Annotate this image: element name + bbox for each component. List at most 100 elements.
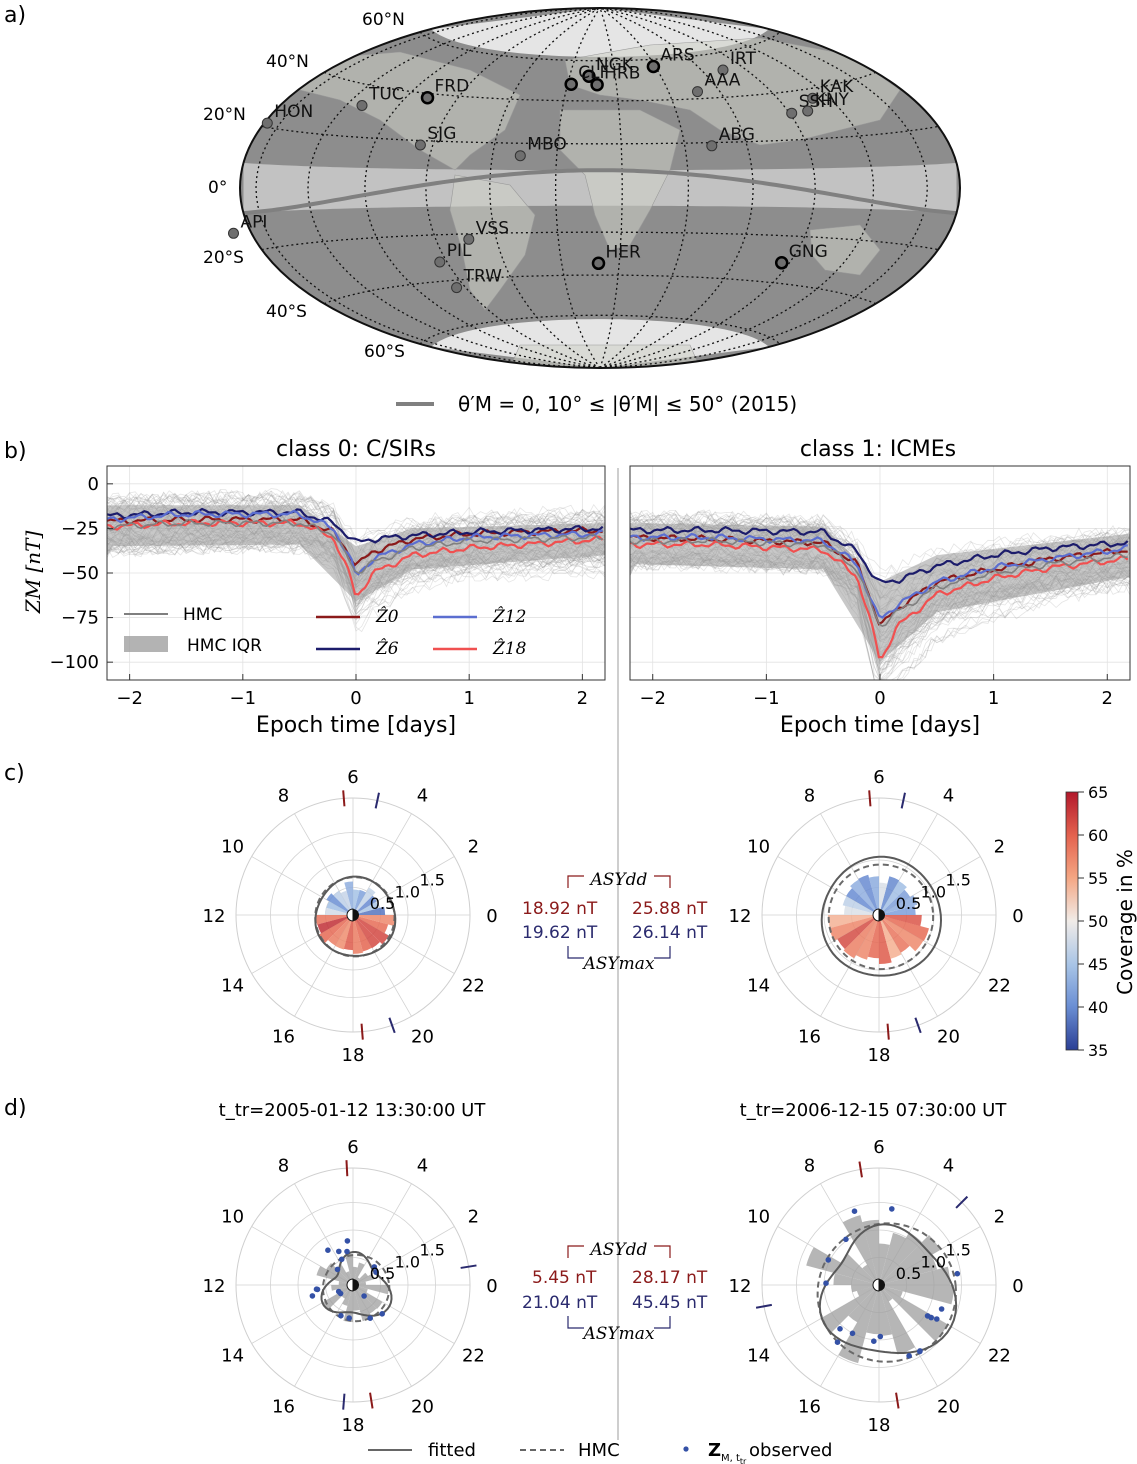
polar-sector — [318, 915, 353, 943]
station-marker-irt — [717, 64, 729, 76]
hour-label: 16 — [272, 1026, 295, 1047]
center-night-marker — [879, 1279, 885, 1291]
hour-label: 18 — [868, 1045, 891, 1066]
polar-sector — [851, 1285, 879, 1293]
hour-label: 20 — [411, 1396, 434, 1417]
polar-sector — [828, 915, 879, 929]
hour-label: 2 — [468, 837, 479, 858]
hour-label: 22 — [462, 976, 485, 997]
polar-sector — [879, 1285, 903, 1298]
station-marker-pil — [434, 256, 446, 268]
polar-sector — [842, 1215, 879, 1285]
hour-label: 22 — [988, 1346, 1011, 1367]
asy-direction-tick — [868, 790, 872, 807]
asy-direction-tick — [345, 1160, 349, 1177]
asy-direction-tick — [900, 792, 906, 809]
station-label-vss: VSS — [476, 218, 509, 238]
station-label-clf: CLF — [578, 63, 609, 83]
lat-label-60s: 60°S — [364, 342, 405, 362]
polar-sector — [353, 906, 386, 915]
station-label-pil: PIL — [447, 241, 472, 261]
meridian-line — [255, 8, 601, 368]
polar-sector — [353, 895, 377, 915]
asy-box-c: ASYdd 18.92 nT 25.88 nT 19.62 nT 26.14 n… — [522, 870, 708, 974]
hour-label: 2 — [994, 1207, 1005, 1228]
hour-label: 10 — [747, 1207, 770, 1228]
station-marker-her — [591, 256, 606, 271]
polar-sector — [879, 915, 929, 941]
polar-spoke — [820, 914, 880, 1017]
lat-label-20s: 20°S — [203, 248, 244, 268]
hour-label: 6 — [347, 1137, 358, 1158]
hour-label: 22 — [462, 1346, 485, 1367]
series-line-12 — [629, 532, 1129, 619]
polar-sector — [850, 879, 879, 915]
polar-sector — [869, 876, 879, 915]
legend-hmc-iqr: HMC IQR — [187, 636, 262, 656]
y-tick-label: 0 — [88, 474, 99, 495]
station-label-hon: HON — [274, 102, 313, 122]
colorbar-tick-label: 65 — [1088, 783, 1108, 802]
magnetic-equator-line — [243, 168, 957, 216]
station-label-kak: KAK — [820, 77, 854, 97]
colorbar-tick-label: 50 — [1088, 912, 1108, 931]
polar-spoke — [251, 856, 354, 916]
x-tick-label: −2 — [116, 688, 143, 709]
lat-label-20n: 20°N — [203, 105, 246, 125]
asy-c-dd-right: 25.88 nT — [632, 899, 708, 919]
hour-label: 18 — [342, 1415, 365, 1436]
polar-sector — [315, 915, 353, 925]
hour-label: 12 — [203, 1276, 226, 1297]
polar-sector — [326, 893, 353, 915]
hour-label: 0 — [486, 1276, 497, 1297]
polar-sector — [862, 1264, 879, 1285]
polar-sector — [879, 882, 888, 915]
asy-direction-tick — [342, 790, 346, 807]
event-trace — [106, 538, 606, 621]
panel-label-b: b) — [4, 439, 27, 464]
fitted-ring — [314, 875, 397, 957]
observed-point — [877, 1333, 884, 1340]
asy-c-max-left: 19.62 nT — [522, 923, 598, 943]
polar-sector — [879, 876, 900, 915]
hour-label: 16 — [798, 1026, 821, 1047]
station-marker-kny — [802, 105, 814, 117]
station-marker-gng — [774, 256, 789, 270]
hour-label: 14 — [221, 1346, 244, 1367]
observed-point — [871, 1338, 877, 1344]
legend-z-sub: M, ttr — [721, 1453, 747, 1464]
legend-fitted: fitted — [428, 1440, 476, 1461]
meridian-line — [489, 8, 601, 368]
hmc-iqr-band — [630, 523, 1130, 663]
polar-c-class1: 0 2 4 6 8 10 12 14 16 18 20 22 0.51.01.5 — [729, 767, 1024, 1066]
x-tick-label: 1 — [988, 688, 999, 709]
hour-label: 10 — [221, 1207, 244, 1228]
polar-sector — [353, 1273, 375, 1285]
x-tick-label: 1 — [463, 688, 474, 709]
polar-sector — [879, 1285, 893, 1336]
polar-sector — [879, 880, 907, 915]
asy-d-max-left: 21.04 nT — [522, 1293, 598, 1313]
polar-sector — [858, 874, 879, 915]
radial-tick-label: 0.5 — [896, 894, 921, 913]
observed-point — [851, 1208, 858, 1214]
polar-sector — [843, 905, 879, 915]
hour-label: 20 — [411, 1026, 434, 1047]
colorbar-label: Coverage in % — [1113, 849, 1137, 995]
station-label-gng: GNG — [789, 242, 828, 262]
observed-point — [344, 1248, 350, 1255]
hour-label: 0 — [1012, 906, 1023, 927]
panel-label-c: c) — [4, 761, 25, 786]
map-outline — [239, 7, 961, 369]
polar-sector — [353, 1285, 390, 1295]
center-day-marker — [346, 908, 354, 922]
hour-label: 4 — [943, 1156, 954, 1177]
station-label-ngk: NGK — [596, 55, 634, 75]
station-label-ars: ARS — [660, 46, 694, 66]
polar-sector — [353, 1262, 365, 1285]
observed-point — [367, 1315, 374, 1321]
asy-direction-tick — [342, 1393, 346, 1410]
asy-box-d: ASYdd 5.45 nT 28.17 nT 21.04 nT 45.45 nT… — [522, 1240, 708, 1344]
polar-sector — [867, 915, 879, 959]
observed-point — [906, 1353, 912, 1359]
